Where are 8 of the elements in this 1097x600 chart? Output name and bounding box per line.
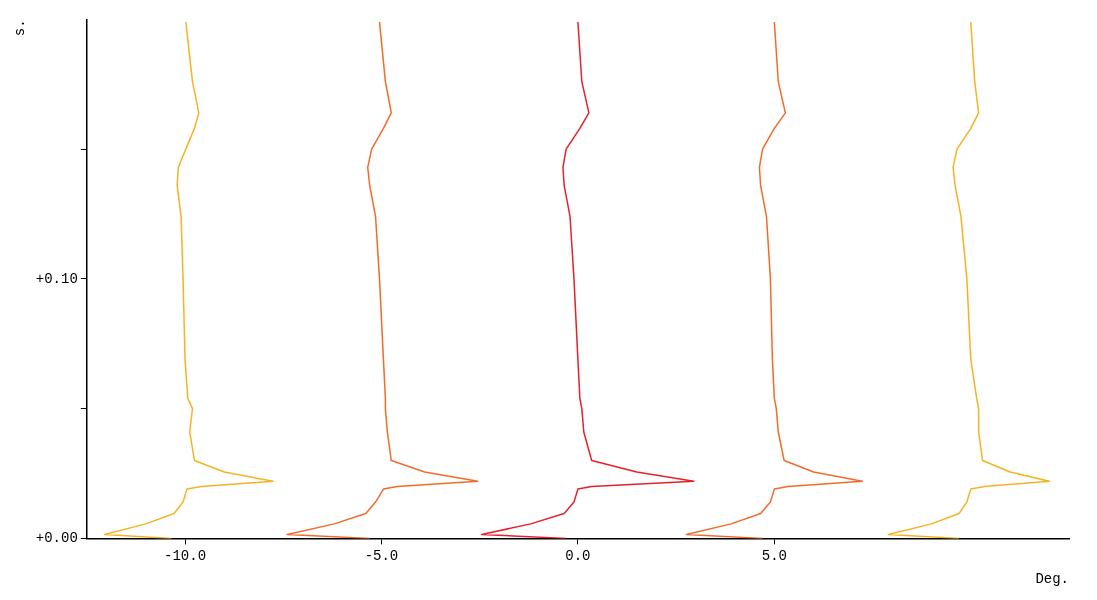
x-tick-label: 5.0 — [761, 547, 787, 564]
y-axis-title: s. — [12, 19, 29, 37]
x-tick-label: -10.0 — [164, 547, 207, 564]
y-tick-label: +0.00 — [35, 530, 78, 547]
y-tick-label: +0.10 — [35, 270, 78, 287]
x-axis-title: Deg. — [1035, 571, 1069, 588]
x-tick-label: 0.0 — [565, 547, 591, 564]
x-tick-label: -5.0 — [364, 547, 399, 564]
